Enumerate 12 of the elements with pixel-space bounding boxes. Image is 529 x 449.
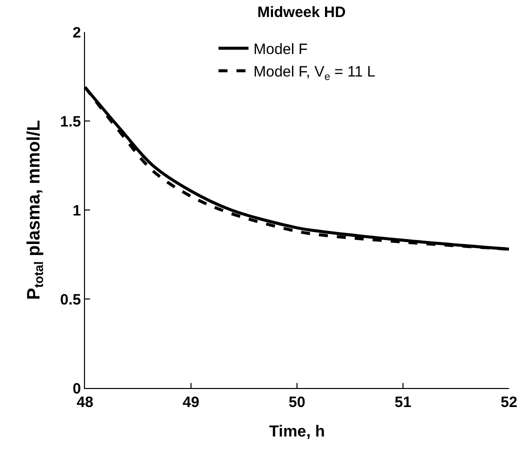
x-tick-label: 49 [182,394,200,411]
x-tick-label: 51 [394,394,412,411]
x-tick-label: 50 [288,394,306,411]
legend-label: Model F, V$_{e}$ = 11 L [254,64,376,83]
chart-title: Midweek HD [257,4,346,22]
x-tick-label: 52 [500,394,518,411]
legend-label: Model F [254,41,308,58]
y-tick-label: 0.5 [60,291,81,308]
x-axis-title: Time, h [269,424,325,441]
y-tick-label: 2 [72,24,81,42]
y-tick-label: 1 [72,202,81,220]
y-tick-label: 1.5 [60,113,81,130]
